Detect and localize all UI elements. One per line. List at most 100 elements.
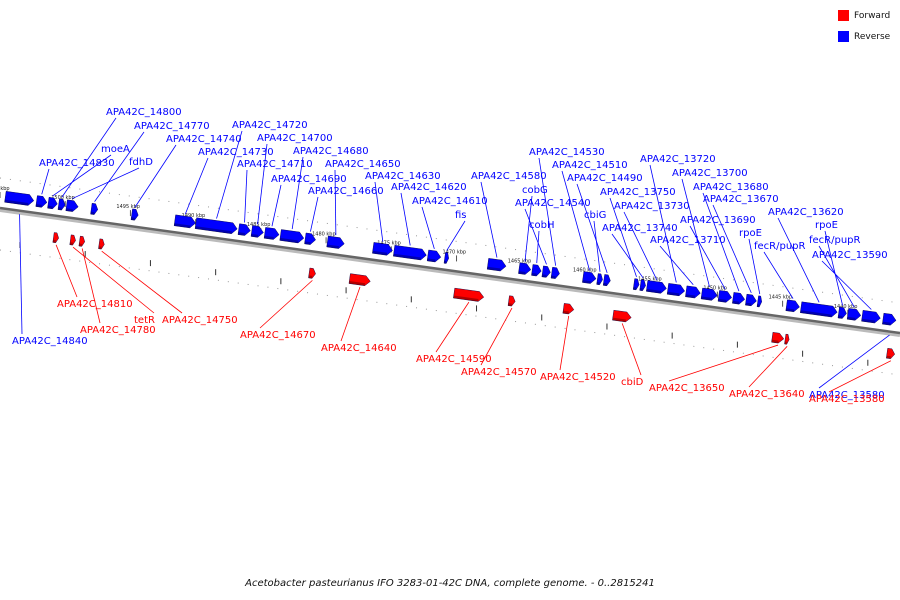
reverse-gene-26 xyxy=(602,274,611,287)
reverse-gene-label: APA42C_14580 xyxy=(471,171,547,182)
legend: Forward Reverse xyxy=(838,9,890,51)
reverse-gene-22 xyxy=(541,265,551,278)
gene-shade xyxy=(372,250,388,256)
gene-body xyxy=(237,223,251,236)
reverse-gene-label: APA42C_13590 xyxy=(812,250,888,261)
reverse-leader xyxy=(681,178,710,288)
reverse-gene-label: APA42C_14530 xyxy=(529,147,605,158)
gene-body xyxy=(732,292,745,305)
reverse-gene-2 xyxy=(47,197,58,210)
gene-body xyxy=(582,271,597,284)
gene-body xyxy=(507,295,516,307)
reverse-gene-39 xyxy=(837,306,847,319)
reverse-gene-18 xyxy=(443,252,449,264)
forward-gene-12 xyxy=(886,348,895,359)
reverse-leader xyxy=(400,192,411,246)
reverse-leader xyxy=(536,230,540,264)
reverse-gene-label: APA42C_13710 xyxy=(650,235,726,246)
gene-shade xyxy=(444,260,447,264)
reverse-gene-label: APA42C_13620 xyxy=(768,207,844,218)
reverse-gene-27 xyxy=(632,278,640,291)
gene-shade xyxy=(195,226,232,234)
gene-shade xyxy=(326,244,339,249)
reverse-leader xyxy=(609,197,637,278)
gene-shade xyxy=(582,279,591,284)
reverse-gene-0 xyxy=(4,191,35,206)
reverse-gene-label: APA42C_14620 xyxy=(391,182,467,193)
gene-body xyxy=(372,242,393,256)
gene-shade xyxy=(718,298,727,303)
gene-shade xyxy=(603,282,608,286)
gene-body xyxy=(717,290,732,303)
gene-body xyxy=(304,232,316,245)
forward-gene-label: APA42C_14670 xyxy=(240,330,316,341)
reverse-gene-label: APA42C_14690 xyxy=(271,174,347,185)
gene-body xyxy=(784,333,790,345)
gene-body xyxy=(426,249,442,263)
gene-shade xyxy=(531,272,537,277)
legend-reverse: Reverse xyxy=(838,30,890,43)
reverse-leader xyxy=(818,245,855,308)
kbp-tick-label: 1500 kbp xyxy=(51,195,75,201)
reverse-gene-1 xyxy=(35,195,48,208)
kbp-tick-label: 1470 kbp xyxy=(443,249,467,255)
reverse-gene-40 xyxy=(846,308,862,321)
gene-body xyxy=(78,235,85,247)
gene-body xyxy=(886,348,895,359)
reverse-label: Reverse xyxy=(854,31,891,42)
gene-shade xyxy=(800,310,832,318)
gene-body xyxy=(700,287,718,301)
reverse-gene-41 xyxy=(861,310,881,324)
reverse-leader xyxy=(374,181,384,242)
reverse-gene-label: APA42C_14630 xyxy=(365,171,441,182)
reverse-gene-32 xyxy=(700,287,718,301)
reverse-leader xyxy=(777,217,820,303)
gene-shade xyxy=(518,271,526,275)
reverse-gene-33 xyxy=(717,290,732,303)
gene-shade xyxy=(667,291,680,296)
reverse-leader xyxy=(821,260,872,310)
reverse-leader xyxy=(763,251,794,299)
gene-shade xyxy=(847,316,856,321)
reverse-leader xyxy=(649,164,677,283)
kbp-tick-label: 1455 kbp xyxy=(638,277,662,283)
reverse-gene-label: APA42C_14720 xyxy=(232,120,308,131)
reverse-gene-label: APA42C_13690 xyxy=(680,215,756,226)
reverse-leader xyxy=(184,157,209,215)
forward-leader xyxy=(621,323,642,376)
reverse-swatch xyxy=(838,31,849,42)
reverse-gene-label: APA42C_13740 xyxy=(602,223,678,234)
gene-shade xyxy=(785,308,795,312)
gene-shade xyxy=(4,199,29,206)
reverse-gene-29 xyxy=(646,280,667,294)
reverse-gene-8 xyxy=(194,217,238,234)
forward-gene-label: APA42C_14750 xyxy=(162,315,238,326)
reverse-gene-30 xyxy=(666,283,685,297)
forward-gene-label: tetR xyxy=(134,315,155,326)
gene-body xyxy=(550,266,560,279)
forward-leader xyxy=(828,360,892,393)
gene-shade xyxy=(52,239,57,243)
kbp-tick-label: 1460 kbp xyxy=(573,268,597,274)
reverse-gene-23 xyxy=(550,266,560,279)
reverse-gene-label: APA42C_13680 xyxy=(693,182,769,193)
reverse-gene-label: APA42C_14710 xyxy=(237,159,313,170)
reverse-gene-35 xyxy=(745,293,757,307)
gene-labels: APA42C_14840 APA42C_14830 moeA APA42C_14800… xyxy=(12,107,888,405)
gene-shade xyxy=(562,310,569,315)
gene-shade xyxy=(35,204,42,208)
reverse-gene-19 xyxy=(486,258,507,272)
forward-gene-4 xyxy=(308,267,316,279)
forward-gene-9 xyxy=(612,309,632,323)
reverse-gene-label: cobH xyxy=(529,220,554,231)
reverse-leader xyxy=(748,238,761,295)
forward-leader xyxy=(259,280,313,329)
kbp-tick-label: 1480 kbp xyxy=(312,231,336,237)
reverse-gene-label: cbiG xyxy=(584,210,606,221)
gene-body xyxy=(443,252,449,264)
gene-shade xyxy=(98,246,102,250)
reverse-leader xyxy=(712,204,752,294)
gene-body xyxy=(756,295,762,308)
reverse-gene-label: APA42C_14660 xyxy=(308,186,384,197)
gene-shade xyxy=(639,287,643,291)
